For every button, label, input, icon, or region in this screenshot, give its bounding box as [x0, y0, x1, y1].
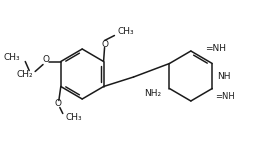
- Text: O: O: [101, 40, 108, 49]
- Text: NH: NH: [217, 71, 231, 81]
- Text: CH₃: CH₃: [66, 113, 82, 122]
- Text: NH₂: NH₂: [145, 89, 162, 98]
- Text: CH₂: CH₂: [17, 70, 33, 79]
- Text: O: O: [42, 55, 49, 64]
- Text: =NH: =NH: [215, 92, 235, 101]
- Text: =NH: =NH: [205, 44, 226, 53]
- Text: O: O: [54, 99, 61, 108]
- Text: CH₃: CH₃: [117, 27, 134, 36]
- Text: CH₃: CH₃: [4, 53, 20, 62]
